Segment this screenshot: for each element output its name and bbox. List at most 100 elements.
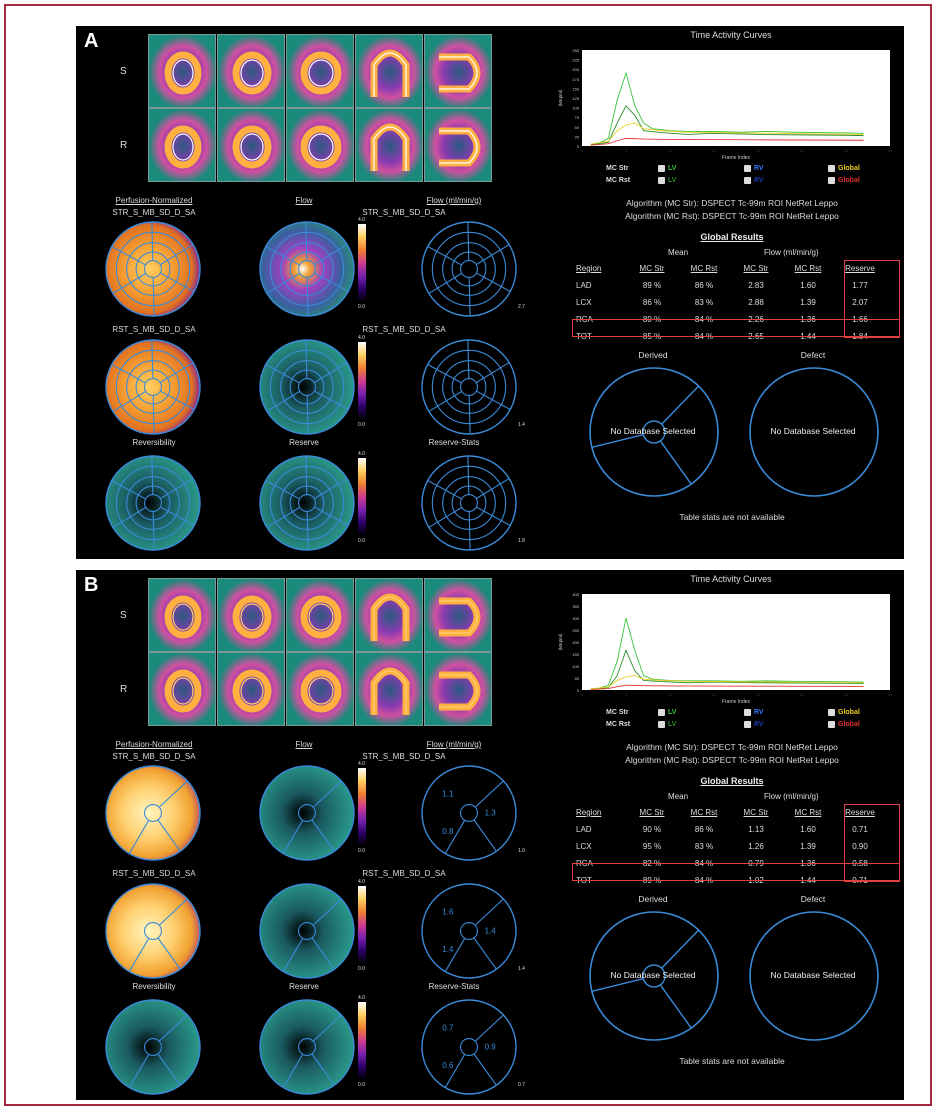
legend-checkbox[interactable] (828, 721, 835, 728)
mc-rst-label: MC Rst (606, 177, 631, 184)
legend-checkbox[interactable] (828, 165, 835, 172)
reserve-stats-bullseye: 0.7 0.9 0.6 (421, 999, 517, 1095)
algorithm-rest: Algorithm (MC Rst): DSPECT Tc-99m ROI Ne… (625, 755, 839, 765)
segment-value: 1.4 (485, 926, 497, 935)
y-tick-label: 75 (575, 115, 580, 120)
reserve-column-highlight (844, 804, 900, 882)
panel-label: B (84, 574, 99, 596)
legend-checkbox[interactable] (744, 709, 751, 716)
x-tick-label: 0 (581, 148, 584, 153)
colorbar (358, 768, 366, 846)
rest-flow-stats-bullseye (421, 339, 517, 435)
colorbar-min: 0.0 (358, 966, 365, 972)
legend-checkbox[interactable] (744, 177, 751, 184)
stress-flow-bullseye (259, 221, 355, 317)
column-header: MC Str (639, 808, 665, 817)
global-results-title: Global Results (700, 776, 764, 786)
mc-str-label: MC Str (606, 165, 629, 172)
segment-value: 1.6 (442, 908, 454, 917)
myocardium-ring (300, 51, 342, 95)
table-cell: 1.60 (800, 281, 816, 290)
y-tick-label: 400 (572, 592, 579, 597)
table-cell: LCX (576, 298, 592, 307)
stress-perfusion-bullseye (105, 221, 201, 317)
slice-tile: SA (286, 652, 354, 726)
table-row: LCX 86 % 83 % 2.88 1.39 2.07 (576, 294, 886, 311)
lv-rest-curve (590, 105, 864, 146)
table-cell: 90 % (642, 825, 662, 834)
legend-checkbox[interactable] (658, 709, 665, 716)
y-tick-label: 200 (572, 67, 579, 72)
legend-checkbox[interactable] (744, 721, 751, 728)
rest-flow-stats-bullseye: 1.6 1.4 1.4 (421, 883, 517, 979)
table-row: LAD 89 % 86 % 2.83 1.60 1.77 (576, 277, 886, 294)
panel-label: A (84, 30, 99, 52)
x-tick-label: 20 (756, 692, 761, 697)
lv-stress-curve (590, 71, 864, 145)
myocardium-ring (164, 595, 202, 639)
stats-scale-value: 1.0 (518, 848, 525, 854)
legend-lv: LV (668, 721, 677, 728)
reserve-bullseye (259, 999, 355, 1095)
segment-value: 0.7 (442, 1024, 454, 1033)
segment-value: 1.3 (485, 808, 497, 817)
x-tick-label: 5 (625, 692, 628, 697)
perfusion-title: Perfusion-Normalized (115, 740, 193, 749)
mean-group-label: Mean (668, 248, 689, 257)
legend-lv: LV (668, 165, 677, 172)
legend-checkbox[interactable] (828, 177, 835, 184)
x-tick-label: 25 (800, 692, 805, 697)
algorithm-stress: Algorithm (MC Str): DSPECT Tc-99m ROI Ne… (626, 742, 838, 752)
x-tick-label: 5 (625, 148, 628, 153)
algorithm-rest: Algorithm (MC Rst): DSPECT Tc-99m ROI Ne… (625, 211, 839, 221)
myocardium-ring (232, 51, 272, 95)
y-tick-label: 250 (572, 628, 579, 633)
rest-name-left: RST_S_MB_SD_D_SA (112, 869, 196, 878)
mc-str-label: MC Str (606, 709, 629, 716)
table-cell: 83 % (694, 298, 714, 307)
legend-checkbox[interactable] (658, 177, 665, 184)
y-tick-label: 150 (572, 652, 579, 657)
x-tick-label: 15 (712, 692, 717, 697)
flow-title: Flow (295, 740, 313, 749)
myocardium-ring (300, 669, 342, 713)
total-row-highlight (572, 319, 900, 337)
legend-checkbox[interactable] (828, 709, 835, 716)
column-header: MC Rst (690, 264, 718, 273)
reserve-title: Reserve (289, 982, 319, 991)
legend-rv: RV (754, 177, 764, 184)
stress-flow-stats-bullseye (421, 221, 517, 317)
slice-tile: SA (217, 652, 285, 726)
global-stress-curve (590, 675, 864, 690)
flow-group-label: Flow (ml/min/g) (764, 248, 819, 257)
legend-checkbox[interactable] (744, 165, 751, 172)
row-label: S (120, 66, 127, 77)
slice-tile: SA (217, 34, 285, 108)
perfusion-title: Perfusion-Normalized (115, 196, 193, 205)
table-cell: 86 % (642, 298, 662, 307)
defect-title: Defect (800, 350, 826, 360)
legend-checkbox[interactable] (658, 721, 665, 728)
table-cell: 83 % (694, 842, 714, 851)
mean-group-label: Mean (668, 792, 689, 801)
slice-tile: SA (286, 578, 354, 652)
lv-rest-curve (590, 649, 864, 690)
reserve-stats-title: Reserve-Stats (428, 982, 480, 991)
myocardium-ring (232, 125, 272, 169)
rest-name-right: RST_S_MB_SD_D_SA (362, 325, 446, 334)
legend-rv: RV (754, 165, 764, 172)
column-header: MC Str (639, 264, 665, 273)
myocardium-ring (232, 595, 272, 639)
reserve-column-highlight (844, 260, 900, 338)
stress-name-right: STR_S_MB_SD_D_SA (362, 752, 446, 761)
colorbar-max: 4.0 (358, 451, 365, 457)
y-tick-label: 0 (577, 144, 580, 149)
colorbar-min: 0.0 (358, 422, 365, 428)
legend-lv: LV (668, 709, 677, 716)
legend-checkbox[interactable] (658, 165, 665, 172)
rest-name-left: RST_S_MB_SD_D_SA (112, 325, 196, 334)
stress-name-left: STR_S_MB_SD_D_SA (112, 752, 196, 761)
slice-tile: SA (148, 578, 216, 652)
table-cell: 2.83 (748, 281, 764, 290)
stats-scale-value: 1.8 (518, 538, 525, 544)
